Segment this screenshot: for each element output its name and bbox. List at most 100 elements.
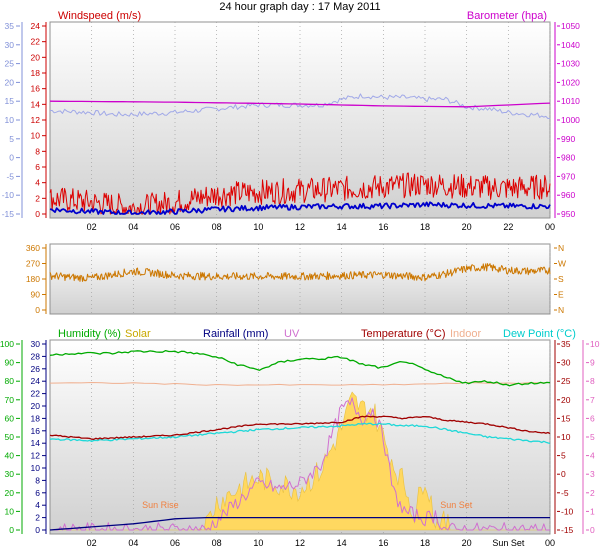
y-tick-label: 50	[5, 432, 15, 442]
y-tick-label: 3	[590, 469, 595, 479]
y-tick-label: 5	[9, 134, 14, 144]
legend-humidity: Humidity (%)	[58, 328, 121, 340]
y-tick-label: 2	[590, 488, 595, 498]
y-tick-label: 2	[35, 193, 40, 203]
y-tick-label: 180	[26, 274, 40, 284]
y-tick-label: 0	[35, 305, 40, 315]
y-tick-label: 20	[561, 395, 571, 405]
page-title: 24 hour graph day : 17 May 2011	[219, 1, 380, 13]
y-tick-label: S	[558, 274, 564, 284]
y-tick-label: 0	[561, 469, 566, 479]
y-tick-label: 14	[31, 438, 41, 448]
y-tick-label: 10	[561, 432, 571, 442]
y-tick-label: 90	[5, 358, 15, 368]
y-tick-label: -5	[6, 171, 14, 181]
y-tick-label: 5	[561, 451, 566, 461]
y-tick-label: 26	[31, 364, 41, 374]
y-tick-label: N	[558, 305, 564, 315]
y-tick-label: 0	[590, 525, 595, 535]
y-tick-label: 30	[561, 358, 571, 368]
x-tick-label: 08	[212, 222, 222, 232]
y-tick-label: 270	[26, 259, 40, 269]
x-tick-label: 06	[170, 538, 180, 548]
x-tick-label: 08	[212, 538, 222, 548]
y-tick-label: 0	[35, 525, 40, 535]
x-tick-label: 00	[545, 222, 555, 232]
series-avg-wind-line	[49, 93, 551, 119]
y-tick-label: 1	[590, 506, 595, 516]
y-tick-label: 0	[9, 525, 14, 535]
y-tick-label: 6	[35, 162, 40, 172]
y-tick-label: 7	[590, 395, 595, 405]
legend-temperature: Temperature (°C)	[361, 328, 445, 340]
x-tick-label: 16	[378, 222, 388, 232]
y-tick-label: 15	[5, 96, 15, 106]
x-tick-label: 04	[128, 222, 138, 232]
y-tick-label: N	[558, 243, 564, 253]
y-tick-label: 60	[5, 413, 15, 423]
y-tick-label: 10	[31, 463, 41, 473]
y-tick-label: 0	[9, 153, 14, 163]
annotation-sun-rise: Sun Rise	[142, 500, 179, 510]
y-tick-label: 70	[5, 395, 15, 405]
y-tick-label: 14	[31, 99, 41, 109]
x-tick-label: 12	[295, 538, 305, 548]
series-barometer-line	[49, 100, 551, 108]
x-tick-label: 18	[420, 222, 430, 232]
x-tick-label: 14	[337, 222, 347, 232]
legend-indoor: Indoor	[450, 328, 482, 340]
y-tick-label: 8	[35, 475, 40, 485]
y-tick-label: 360	[26, 243, 40, 253]
y-tick-label: 10	[31, 131, 41, 141]
y-tick-label: 22	[31, 389, 41, 399]
y-tick-label: 1040	[561, 40, 580, 50]
y-tick-label: 25	[561, 376, 571, 386]
y-tick-label: 0	[35, 209, 40, 219]
x-tick-label: Sun Set	[492, 538, 525, 548]
x-tick-label: 06	[170, 222, 180, 232]
y-tick-label: 80	[5, 376, 15, 386]
y-tick-label: 9	[590, 358, 595, 368]
y-tick-label: 24	[31, 376, 41, 386]
y-tick-label: 20	[31, 401, 41, 411]
y-tick-label: 22	[31, 37, 41, 47]
y-tick-label: 30	[5, 40, 15, 50]
y-tick-label: 5	[590, 432, 595, 442]
x-tick-label: 10	[253, 538, 263, 548]
y-tick-label: 970	[561, 171, 575, 181]
y-tick-label: 950	[561, 209, 575, 219]
y-tick-label: 90	[31, 290, 41, 300]
y-tick-label: 1000	[561, 115, 580, 125]
series-wind-direction-line	[49, 263, 551, 282]
y-tick-label: 6	[35, 488, 40, 498]
y-tick-label: 990	[561, 134, 575, 144]
x-tick-label: 18	[420, 538, 430, 548]
y-tick-label: -15	[2, 209, 15, 219]
y-tick-label: 20	[31, 52, 41, 62]
legend-barometer: Barometer (hpa)	[467, 10, 547, 22]
y-tick-label: 1020	[561, 77, 580, 87]
y-tick-label: 8	[35, 146, 40, 156]
y-tick-label: -15	[561, 525, 574, 535]
y-tick-label: -10	[561, 506, 574, 516]
y-tick-label: 960	[561, 190, 575, 200]
x-tick-label: 00	[545, 538, 555, 548]
y-tick-label: 28	[31, 351, 41, 361]
y-tick-label: 8	[590, 376, 595, 386]
y-tick-label: 10	[5, 506, 15, 516]
y-tick-label: -10	[2, 190, 15, 200]
x-tick-label: 02	[87, 222, 97, 232]
y-tick-label: 980	[561, 153, 575, 163]
series-dew-point-line	[49, 422, 551, 445]
x-tick-label: 02	[87, 538, 97, 548]
x-tick-label: 22	[503, 222, 513, 232]
y-tick-label: E	[558, 290, 564, 300]
y-tick-label: 20	[5, 77, 15, 87]
y-tick-label: -5	[561, 488, 569, 498]
y-tick-label: 30	[31, 339, 41, 349]
series-windspeed-line	[49, 172, 551, 215]
x-tick-label: 04	[128, 538, 138, 548]
y-tick-label: 6	[590, 413, 595, 423]
